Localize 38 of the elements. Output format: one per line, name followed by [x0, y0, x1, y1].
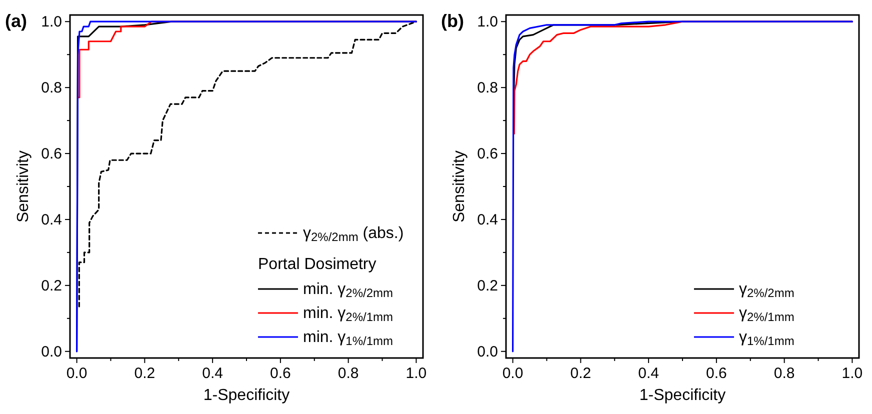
x-tick-label: 0.2 [570, 365, 592, 382]
x-tick-label: 0.4 [638, 365, 659, 382]
x-tick-label: 0.0 [502, 365, 524, 382]
x-tick-label: 1.0 [406, 365, 427, 382]
legend-label: γ$_{2%/2mm}$ [739, 281, 794, 300]
y-tick-label: 1.0 [41, 14, 62, 31]
y-axis-title: Sensitivity [451, 150, 468, 223]
legend-label: γ$_{2%/2mm}$ (abs.) [303, 225, 404, 244]
y-tick-label: 0.8 [477, 80, 498, 97]
x-tick-label: 0.8 [338, 365, 359, 382]
y-tick-label: 0.8 [41, 80, 62, 97]
y-tick-label: 0.0 [477, 343, 498, 360]
legend-label: min. γ$_{2%/1mm}$ [303, 305, 394, 324]
x-tick-label: 0.6 [270, 365, 291, 382]
x-tick-label: 0.6 [706, 365, 727, 382]
y-tick-label: 0.4 [41, 211, 62, 228]
x-axis-title: 1-Specificity [203, 387, 290, 404]
x-tick-label: 0.2 [134, 365, 156, 382]
y-tick-label: 0.0 [41, 343, 62, 360]
chart-title: (a) [5, 11, 28, 31]
x-tick-label: 0.0 [66, 365, 88, 382]
y-tick-label: 0.6 [477, 146, 498, 163]
y-tick-label: 1.0 [477, 14, 498, 31]
x-axis-title: 1-Specificity [639, 387, 726, 404]
y-axis-title: Sensitivity [15, 150, 32, 223]
y-tick-label: 0.2 [41, 277, 62, 294]
y-tick-label: 0.4 [477, 211, 498, 228]
legend-label: min. γ$_{1%/1mm}$ [303, 329, 394, 348]
legend-label: min. γ$_{2%/2mm}$ [303, 281, 394, 300]
legend-label: γ$_{1%/1mm}$ [739, 329, 794, 348]
x-tick-label: 0.4 [202, 365, 223, 382]
legend-title: Portal Dosimetry [258, 256, 376, 273]
x-tick-label: 0.8 [774, 365, 795, 382]
y-tick-label: 0.2 [477, 277, 498, 294]
y-tick-label: 0.6 [41, 146, 62, 163]
x-tick-label: 1.0 [842, 365, 863, 382]
chart-title: (b) [441, 11, 464, 31]
legend-label: γ$_{2%/1mm}$ [739, 305, 794, 324]
